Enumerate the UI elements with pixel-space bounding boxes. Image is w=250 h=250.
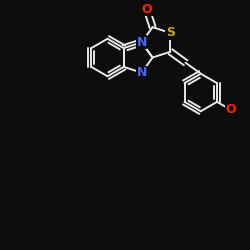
Text: O: O [142,3,152,16]
Text: O: O [226,103,236,116]
Text: S: S [166,26,175,40]
Text: N: N [136,36,147,49]
Text: N: N [136,66,147,79]
